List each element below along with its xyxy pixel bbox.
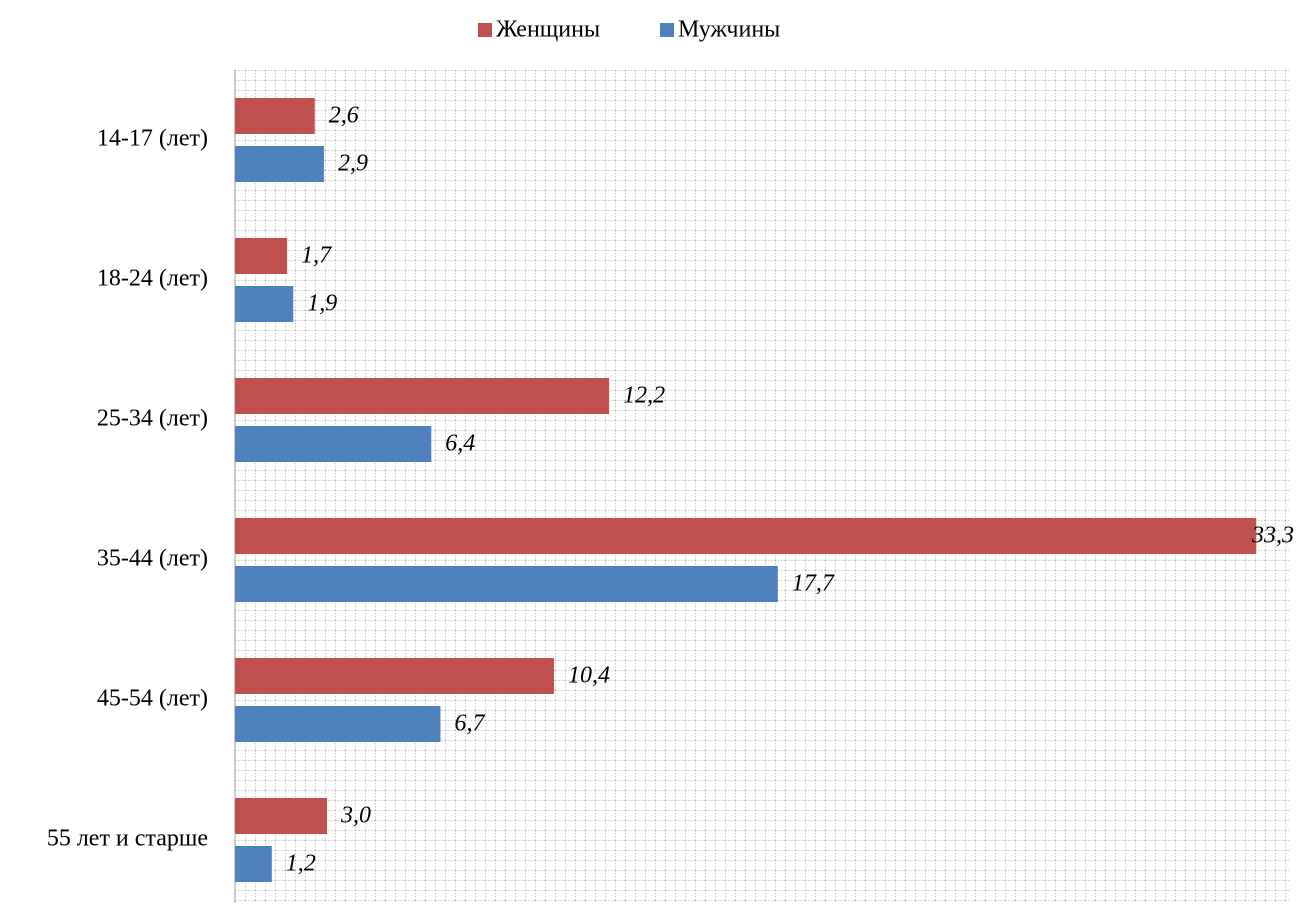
data-label: 1,2 (286, 851, 316, 877)
y-tick-label: 14-17 (лет) (97, 126, 208, 152)
bar (235, 518, 1257, 554)
y-tick-label: 55 лет и старше (47, 826, 208, 852)
bar (235, 426, 432, 462)
data-label: 12,2 (623, 383, 665, 409)
bar (235, 98, 315, 134)
data-label: 2,6 (329, 103, 359, 129)
bar (235, 286, 294, 322)
bar (235, 566, 778, 602)
legend-swatch (478, 23, 492, 37)
y-tick-label: 45-54 (лет) (97, 686, 208, 712)
y-tick-label: 18-24 (лет) (97, 266, 208, 292)
data-label: 33,3 (1251, 523, 1294, 549)
data-label: 6,7 (454, 711, 485, 737)
bar (235, 798, 328, 834)
data-label: 10,4 (568, 663, 610, 689)
bar (235, 378, 610, 414)
data-label: 1,9 (307, 291, 337, 317)
bar (235, 658, 554, 694)
legend-label: Женщины (496, 17, 600, 43)
data-label: 17,7 (792, 571, 835, 597)
plot-grid (235, 70, 1290, 903)
bar (235, 146, 324, 182)
data-label: 6,4 (445, 431, 475, 457)
legend-label: Мужчины (678, 17, 780, 43)
data-label: 2,9 (338, 151, 368, 177)
y-tick-label: 25-34 (лет) (97, 406, 208, 432)
bar (235, 846, 272, 882)
bar (235, 238, 288, 274)
data-label: 3,0 (340, 803, 371, 829)
legend-swatch (660, 23, 674, 37)
y-tick-label: 35-44 (лет) (97, 546, 208, 572)
data-label: 1,7 (301, 243, 332, 269)
bar (235, 706, 441, 742)
